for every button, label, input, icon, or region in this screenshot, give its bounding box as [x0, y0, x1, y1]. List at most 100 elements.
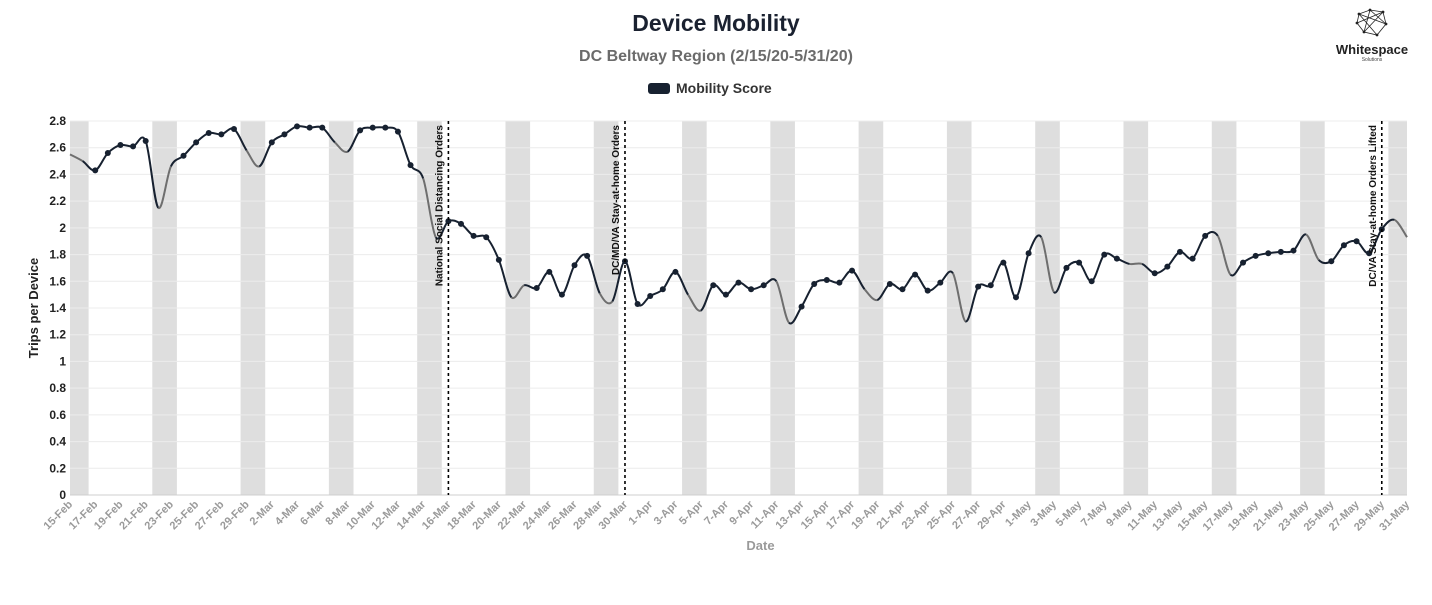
data-point — [823, 276, 830, 283]
data-point — [193, 139, 200, 146]
y-tick-label: 0.2 — [49, 461, 66, 475]
annotation-label: DC/VA Stay-at-home Orders Lifted — [1368, 125, 1379, 287]
data-point — [546, 268, 553, 275]
data-point — [319, 124, 326, 131]
x-tick-label: 1-May — [1003, 498, 1034, 529]
data-point — [180, 152, 187, 159]
series-line-segment — [1191, 235, 1206, 260]
data-point — [1151, 270, 1158, 277]
chart-title: Device Mobility — [632, 10, 800, 36]
data-point — [1000, 259, 1007, 266]
data-point — [445, 218, 452, 225]
data-point — [407, 162, 414, 169]
data-point — [647, 292, 654, 299]
series-line-segment — [1216, 235, 1232, 276]
data-point — [281, 131, 288, 138]
y-tick-label: 0.8 — [49, 381, 66, 395]
series-line-segment — [952, 272, 967, 323]
data-point — [849, 267, 856, 274]
series-line-segment — [144, 140, 160, 209]
data-point — [1076, 259, 1083, 266]
data-point — [748, 286, 755, 293]
data-point — [130, 143, 137, 150]
series-line-segment — [914, 273, 929, 292]
x-tick-label: 5-Apr — [677, 498, 706, 527]
series-line-segment — [1330, 244, 1345, 263]
data-point — [1101, 251, 1108, 258]
y-tick-label: 1.8 — [49, 248, 66, 262]
series-line-segment — [623, 260, 639, 305]
data-point — [886, 280, 893, 287]
series-line-segment — [1015, 252, 1030, 299]
data-point — [1328, 258, 1335, 265]
x-tick-label: 29-Apr — [975, 498, 1009, 532]
data-point — [735, 279, 742, 286]
series-line-segment — [397, 131, 412, 166]
data-point — [1202, 232, 1209, 239]
series-line-segment — [334, 141, 348, 154]
data-point — [710, 282, 717, 289]
data-point — [1063, 264, 1070, 271]
data-point — [1164, 263, 1171, 270]
annotation-label: National Social Distancing Orders — [434, 125, 445, 287]
series-line-segment — [94, 152, 109, 172]
series-line-segment — [497, 259, 513, 299]
series-line-segment — [245, 149, 260, 168]
y-tick-label: 2.6 — [49, 141, 66, 155]
data-point — [1353, 238, 1360, 245]
x-tick-label: 7-May — [1079, 498, 1110, 529]
series-line-segment — [662, 270, 676, 291]
data-point — [811, 280, 818, 287]
legend-label: Mobility Score — [676, 80, 772, 96]
data-point — [1088, 278, 1095, 285]
data-point — [1340, 242, 1347, 249]
series-line-segment — [536, 270, 550, 289]
data-point — [937, 279, 944, 286]
data-point — [1252, 252, 1259, 259]
y-tick-label: 0 — [59, 488, 66, 502]
data-point — [394, 128, 401, 135]
x-tick-label: 3-May — [1028, 498, 1059, 529]
logo-wordmark: Whitespace — [1335, 42, 1409, 57]
data-point — [1290, 247, 1297, 254]
y-axis-title: Trips per Device — [26, 258, 41, 358]
series-line-segment — [157, 165, 172, 209]
series-line-segment — [1040, 236, 1055, 293]
series-line-segment — [1078, 261, 1092, 283]
data-point — [142, 138, 149, 145]
series-line-segment — [1129, 262, 1143, 266]
series-line-segment — [510, 284, 525, 300]
y-tick-label: 2 — [59, 221, 66, 235]
data-point — [306, 124, 313, 131]
series-line-segment — [989, 261, 1004, 287]
data-point — [912, 271, 919, 278]
data-point — [205, 130, 212, 137]
x-tick-label: 2-Mar — [248, 498, 278, 528]
x-tick-label: 6-Mar — [298, 498, 328, 528]
data-point — [798, 303, 805, 310]
data-point — [1025, 250, 1032, 257]
legend: Mobility Score — [648, 80, 772, 96]
series-line-segment — [1091, 253, 1106, 283]
series-line-segment — [69, 153, 84, 162]
data-point — [722, 291, 729, 298]
data-point — [975, 283, 982, 290]
data-point — [294, 123, 301, 130]
data-point — [571, 262, 578, 269]
series-line-segment — [598, 292, 614, 305]
data-point — [1277, 248, 1284, 255]
logo-tagline: Solutions — [1361, 57, 1383, 63]
series-line-segment — [485, 236, 500, 261]
data-point — [1366, 250, 1373, 257]
x-tick-label: 3-Apr — [652, 498, 681, 527]
x-tick-label: 4-Mar — [273, 498, 303, 528]
series-line-segment — [863, 288, 878, 301]
y-tick-label: 0.6 — [49, 408, 66, 422]
series-line-segment — [422, 178, 437, 238]
y-tick-label: 1 — [59, 354, 66, 368]
x-tick-label: 1-Apr — [627, 498, 656, 527]
data-point — [533, 284, 540, 291]
x-tick-label: 30-Mar — [597, 498, 631, 532]
x-tick-label: 7-Apr — [702, 498, 731, 527]
